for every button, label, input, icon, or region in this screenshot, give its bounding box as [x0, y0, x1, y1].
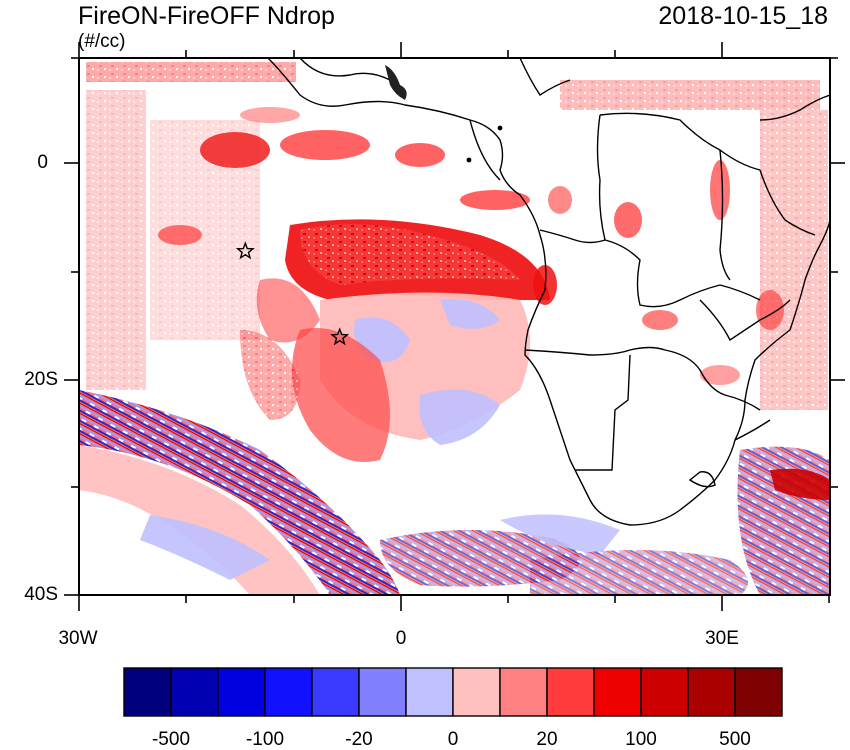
lat-label-40s: 40S [24, 584, 58, 605]
north-detail [385, 65, 503, 163]
map-date: 2018-10-15_18 [658, 2, 828, 30]
site-markers [235, 241, 350, 346]
colorbar-swatch [311, 667, 360, 717]
x-ticks [78, 42, 830, 611]
map-field-layer [79, 58, 830, 595]
lat-label-20s: 20S [24, 369, 58, 390]
map-title: FireON-FireOFF Ndrop [78, 2, 335, 30]
colorbar-label: 20 [536, 729, 558, 750]
colorbar-swatch [123, 667, 172, 717]
colorbar-swatch [734, 667, 783, 717]
colorbar-swatch [687, 667, 736, 717]
lon-label-30w: 30W [58, 628, 98, 649]
lat-label-0: 0 [37, 152, 48, 173]
land-patches [533, 160, 784, 385]
coastlines [267, 58, 830, 526]
colorbar-label: 100 [625, 729, 657, 750]
star-2-marker [330, 327, 350, 346]
colorbar-swatch [499, 667, 548, 717]
colorbar-swatch [546, 667, 595, 717]
colorbar-swatch [170, 667, 219, 717]
colorbar-label: -100 [245, 729, 285, 750]
colorbar-swatch [358, 667, 407, 717]
colorbar-swatch [593, 667, 642, 717]
colorbar-label: 0 [447, 729, 459, 750]
colorbar-swatch [452, 667, 501, 717]
colorbar-swatch [264, 667, 313, 717]
colorbar-label: 500 [719, 729, 751, 750]
colorbar-swatch [405, 667, 454, 717]
plume-north [158, 107, 530, 245]
lon-label-0: 0 [395, 628, 407, 649]
colorbar-label: -20 [345, 729, 373, 750]
storm-track-band [79, 390, 830, 595]
colorbar-label: -500 [151, 729, 191, 750]
colorbar [123, 667, 783, 717]
map-units: (#/cc) [78, 31, 126, 52]
main-plume [240, 219, 550, 462]
star-1-marker [235, 241, 255, 260]
lon-label-30e: 30E [705, 628, 739, 649]
y-ticks [64, 57, 845, 596]
colorbar-swatch [217, 667, 266, 717]
colorbar-swatch [640, 667, 689, 717]
map-border [78, 57, 831, 596]
